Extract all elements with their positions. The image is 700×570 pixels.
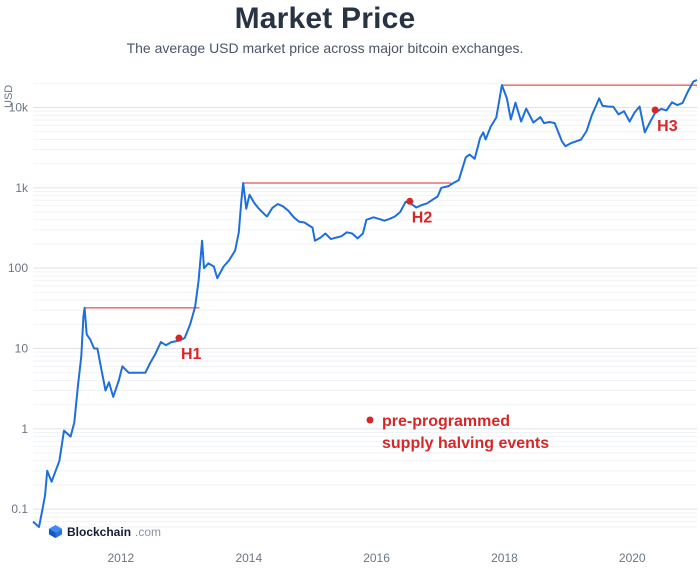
halving-marker bbox=[175, 334, 183, 342]
price-series-line bbox=[32, 79, 698, 528]
gridlines bbox=[33, 82, 697, 528]
y-tick-label: 10 bbox=[15, 342, 29, 356]
y-tick-label: 1 bbox=[21, 422, 28, 436]
x-tick-label: 2020 bbox=[619, 551, 646, 565]
blockchain-cube-icon bbox=[48, 524, 63, 539]
legend-marker bbox=[366, 416, 374, 424]
halving-label: H3 bbox=[657, 118, 678, 135]
halving-label: H2 bbox=[412, 209, 433, 226]
y-tick-labels: 0.1 1 10 100 1k 10k bbox=[8, 101, 29, 517]
blockchain-logo[interactable]: Blockchain .com bbox=[48, 524, 161, 539]
halving-label: H1 bbox=[181, 346, 202, 363]
page-title: Market Price bbox=[234, 2, 416, 35]
halving-marker bbox=[651, 106, 659, 114]
legend-label-line1: pre-programmed bbox=[382, 413, 510, 430]
y-tick-label: 100 bbox=[8, 261, 28, 275]
logo-name: Blockchain bbox=[67, 524, 132, 539]
x-tick-label: 2018 bbox=[491, 551, 518, 565]
reference-lines bbox=[84, 84, 697, 309]
x-tick-label: 2014 bbox=[235, 551, 262, 565]
page-subtitle: The average USD market price across majo… bbox=[126, 40, 524, 56]
logo-suffix: .com bbox=[135, 524, 162, 539]
halving-marker bbox=[406, 197, 414, 205]
legend-label-line2: supply halving events bbox=[382, 435, 549, 452]
x-tick-labels: 2012 2014 2016 2018 2020 bbox=[108, 551, 646, 565]
y-tick-label: 1k bbox=[15, 181, 29, 195]
x-tick-label: 2016 bbox=[363, 551, 390, 565]
x-tick-label: 2012 bbox=[108, 551, 135, 565]
legend: pre-programmed supply halving events bbox=[366, 413, 549, 452]
y-tick-label: 0.1 bbox=[11, 502, 28, 516]
y-tick-label: 10k bbox=[9, 101, 29, 115]
halving-annotations: H1 H2 H3 bbox=[175, 106, 678, 363]
